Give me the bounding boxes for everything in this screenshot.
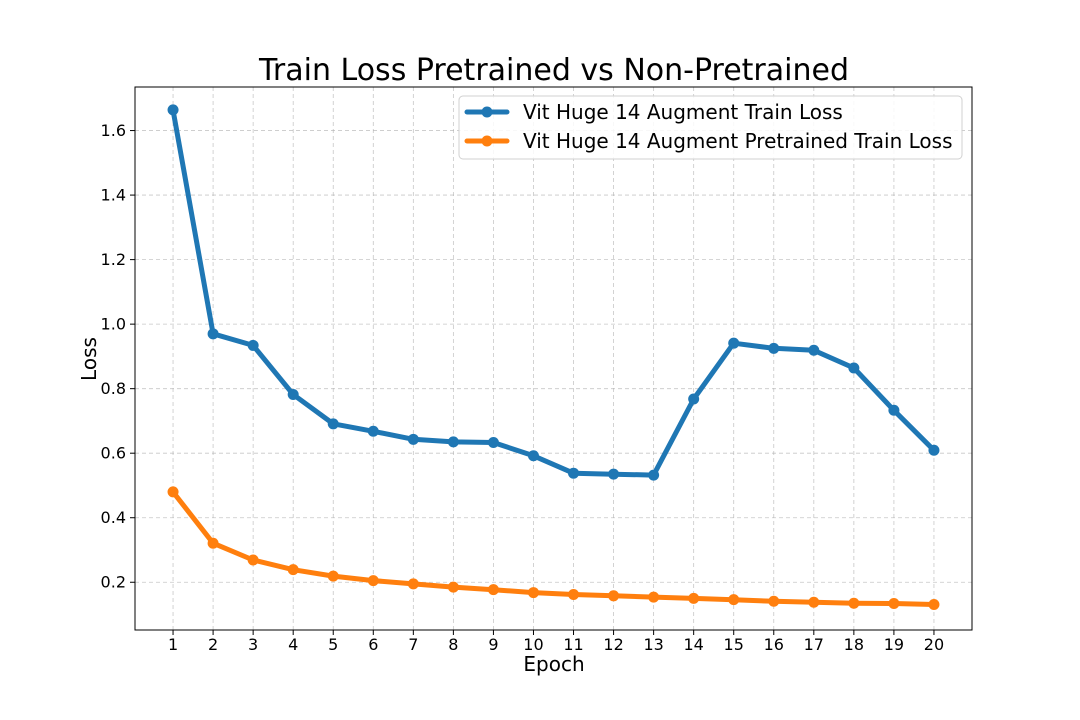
series-line-0 xyxy=(170,107,937,478)
legend-entry-label: Vit Huge 14 Augment Pretrained Train Los… xyxy=(523,129,953,153)
x-tick-label: 10 xyxy=(523,635,543,654)
legend-entry-label: Vit Huge 14 Augment Train Loss xyxy=(523,100,843,124)
data-point-1 xyxy=(527,587,539,599)
data-point-0 xyxy=(447,436,459,448)
data-point-0 xyxy=(768,342,780,354)
x-tick-label: 3 xyxy=(248,635,258,654)
x-tick-label: 13 xyxy=(643,635,663,654)
data-point-0 xyxy=(407,433,419,445)
data-point-0 xyxy=(608,468,620,480)
data-point-0 xyxy=(527,450,539,462)
legend-swatch-marker-1 xyxy=(481,135,493,147)
data-point-1 xyxy=(648,591,660,603)
x-tick-label: 5 xyxy=(328,635,338,654)
data-point-0 xyxy=(367,425,379,437)
data-point-1 xyxy=(167,486,179,498)
data-point-0 xyxy=(848,362,860,374)
data-point-0 xyxy=(327,418,339,430)
data-point-0 xyxy=(247,339,259,351)
y-tick-label: 0.4 xyxy=(101,508,126,527)
x-tick-label: 7 xyxy=(408,635,418,654)
y-tick-label: 0.2 xyxy=(101,573,126,592)
y-tick-label: 0.8 xyxy=(101,379,126,398)
data-point-1 xyxy=(888,598,900,610)
x-tick-label: 8 xyxy=(448,635,458,654)
data-point-0 xyxy=(888,404,900,416)
x-tick-label: 6 xyxy=(368,635,378,654)
y-tick-label: 1.4 xyxy=(101,186,126,205)
x-tick-label: 19 xyxy=(884,635,904,654)
x-tick-label: 17 xyxy=(804,635,824,654)
y-axis: 0.2 0.4 0.6 0.8 1.0 1.2 1.4 1.6 xyxy=(101,121,135,592)
data-point-1 xyxy=(568,589,580,601)
data-point-1 xyxy=(928,599,940,611)
series-layer xyxy=(167,104,940,611)
x-tick-label: 14 xyxy=(683,635,703,654)
x-tick-label: 11 xyxy=(563,635,583,654)
x-tick-label: 4 xyxy=(288,635,298,654)
data-point-0 xyxy=(688,393,700,405)
data-point-1 xyxy=(688,592,700,604)
y-tick-label: 0.6 xyxy=(101,444,126,463)
x-tick-label: 1 xyxy=(168,635,178,654)
data-point-1 xyxy=(487,584,499,596)
data-point-1 xyxy=(808,596,820,608)
x-axis: 1 2 3 4 5 6 7 8 9 10 11 12 13 14 15 16 17 18 19 20 xyxy=(168,630,944,654)
y-tick-label: 1.0 xyxy=(101,315,126,334)
y-tick-label: 1.2 xyxy=(101,250,126,269)
data-point-0 xyxy=(287,388,299,400)
data-point-1 xyxy=(407,578,419,590)
data-point-0 xyxy=(568,467,580,479)
data-point-1 xyxy=(768,595,780,607)
data-point-1 xyxy=(608,590,620,602)
data-point-0 xyxy=(928,444,940,456)
x-tick-label: 18 xyxy=(844,635,864,654)
data-point-0 xyxy=(167,104,179,116)
data-point-0 xyxy=(487,437,499,449)
legend: Vit Huge 14 Augment Train Loss Vit Huge 1… xyxy=(458,95,963,160)
data-point-1 xyxy=(728,594,740,606)
data-point-1 xyxy=(327,570,339,582)
series-line-1 xyxy=(170,489,937,607)
x-tick-label: 9 xyxy=(488,635,498,654)
x-axis-label: Epoch xyxy=(523,652,584,676)
y-axis-label: Loss xyxy=(77,337,101,381)
x-tick-label: 2 xyxy=(208,635,218,654)
y-tick-label: 1.6 xyxy=(101,121,126,140)
data-point-1 xyxy=(247,554,259,566)
data-point-1 xyxy=(848,597,860,609)
x-tick-label: 20 xyxy=(924,635,944,654)
plot-frame xyxy=(134,86,973,631)
x-tick-label: 16 xyxy=(764,635,784,654)
data-point-1 xyxy=(367,575,379,587)
data-point-1 xyxy=(447,581,459,593)
data-point-1 xyxy=(287,564,299,576)
x-tick-label: 15 xyxy=(724,635,744,654)
data-point-0 xyxy=(648,469,660,481)
chart-title: Train Loss Pretrained vs Non-Pretrained xyxy=(258,53,849,88)
data-point-0 xyxy=(207,328,219,340)
data-point-0 xyxy=(728,337,740,349)
legend-swatch-marker-0 xyxy=(481,106,493,118)
legend-box xyxy=(458,95,963,160)
x-tick-label: 12 xyxy=(603,635,623,654)
data-point-0 xyxy=(808,344,820,356)
data-point-1 xyxy=(207,537,219,549)
